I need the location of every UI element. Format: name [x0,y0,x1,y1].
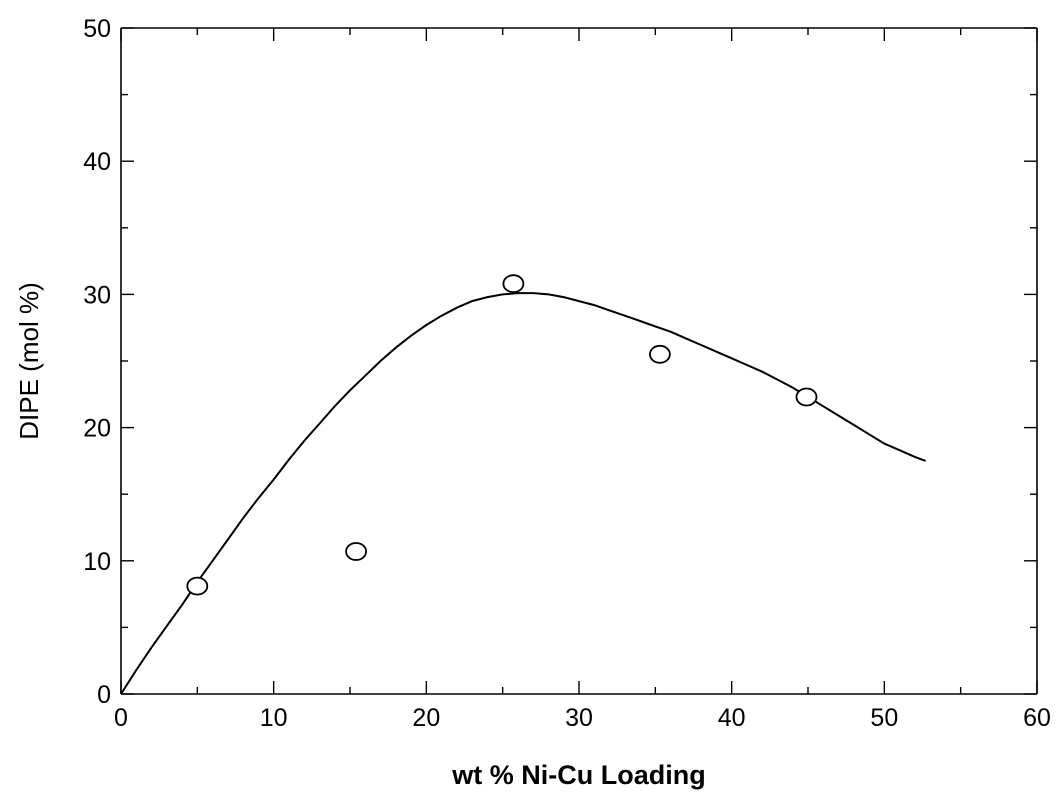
data-point-marker [502,274,525,294]
x-tick-label: 20 [412,704,440,732]
data-point-marker [186,576,209,596]
y-tick-label: 30 [83,281,111,309]
data-points-layer [186,274,818,596]
x-tick-label: 60 [1023,704,1051,732]
data-point-marker [345,542,368,561]
y-axis-ticks: 0 10 20 30 40 50 [83,15,1037,709]
y-tick-label: 0 [97,681,111,709]
x-tick-label: 30 [565,704,593,732]
x-tick-label: 40 [718,704,746,732]
plot-frame [120,27,1038,695]
fitted-curve-line [120,292,926,695]
y-tick-label: 10 [83,548,111,576]
x-axis-title: wt % Ni-Cu Loading [451,760,705,790]
y-axis-title: DIPE (mol %) [14,282,44,439]
data-point-marker [795,387,818,407]
x-tick-label: 10 [260,704,288,732]
data-point-marker [649,344,671,364]
y-tick-label: 40 [83,148,111,176]
x-axis-ticks: 0 10 20 30 40 50 60 [114,28,1051,732]
y-tick-label: 20 [83,415,111,443]
x-tick-label: 50 [870,704,898,732]
y-tick-label: 50 [83,15,111,43]
x-tick-label: 0 [114,704,128,732]
fitted-curve-layer [120,292,926,695]
